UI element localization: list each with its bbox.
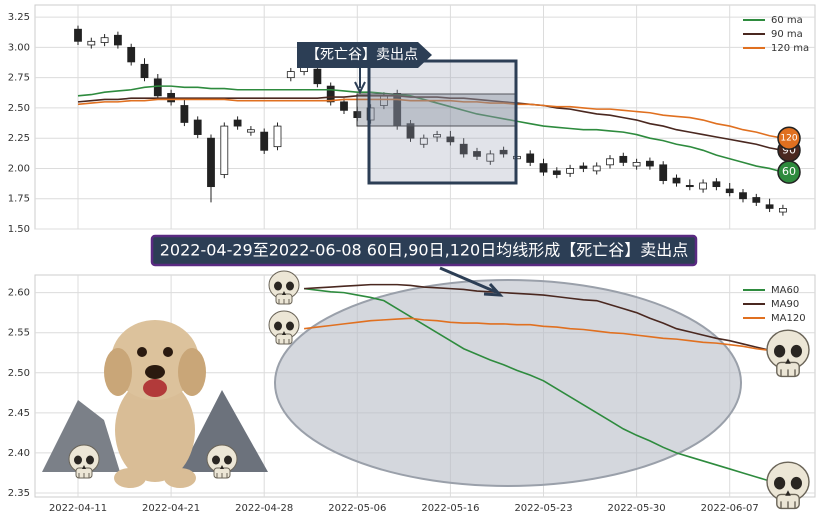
candle-body	[366, 107, 375, 121]
skull	[766, 461, 810, 510]
y-tick-label: 2.50	[8, 103, 30, 114]
rock	[42, 400, 120, 472]
y-tick-label: 2.45	[8, 408, 30, 419]
candle-body	[433, 134, 442, 138]
candle-body	[220, 125, 229, 175]
candle-body	[539, 163, 548, 173]
candle-body	[273, 125, 282, 148]
y-tick-label: 1.50	[8, 224, 30, 235]
legend-label: 90 ma	[771, 29, 803, 40]
candle-body	[140, 63, 149, 79]
candle-body	[74, 28, 82, 42]
candle-body	[286, 71, 295, 79]
chart-title: 2022-04-29至2022-06-08 60日,90日,120日均线形成【死…	[160, 241, 689, 260]
ma-line	[304, 287, 784, 486]
candle-body	[486, 153, 495, 162]
candle-body	[699, 182, 707, 190]
candle-body	[153, 78, 162, 97]
candle-body	[779, 208, 787, 213]
y-tick-label: 2.40	[8, 448, 30, 459]
candle-body	[326, 85, 335, 103]
y-tick-label: 2.00	[8, 163, 30, 174]
candle-body	[619, 155, 628, 163]
candle-body	[632, 162, 641, 167]
candle-body	[526, 153, 535, 163]
candle-body	[552, 170, 561, 175]
candle-body	[592, 165, 601, 172]
highlight-box	[367, 59, 518, 185]
candle-body	[100, 37, 109, 43]
candle-body	[207, 137, 215, 188]
candle-body	[127, 46, 136, 63]
candle-body	[646, 160, 654, 167]
candle-body	[672, 177, 681, 184]
annotation-arrow	[297, 42, 432, 68]
pointer-arrow	[439, 266, 504, 297]
x-tick-label: 2022-04-21	[142, 503, 200, 514]
candle-body	[114, 34, 122, 46]
x-tick-label: 2022-06-07	[701, 503, 759, 514]
y-tick-label: 2.50	[8, 368, 30, 379]
ma-line	[77, 95, 784, 152]
candle-body	[752, 197, 761, 203]
candle-body	[180, 105, 189, 123]
x-tick-label: 2022-04-28	[235, 503, 293, 514]
x-tick-label: 2022-05-06	[328, 503, 386, 514]
pointer-arrow	[354, 68, 366, 95]
end-marker	[777, 126, 801, 150]
y-tick-label: 2.75	[8, 73, 30, 84]
candle-body	[246, 129, 255, 133]
candle-body	[233, 119, 242, 127]
candle-body	[193, 119, 202, 135]
x-tick-label: 2022-04-11	[49, 503, 107, 514]
legend-label: 120 ma	[771, 43, 809, 54]
candle-body	[87, 40, 96, 46]
candle-body	[406, 123, 415, 139]
candle-body	[340, 101, 348, 111]
y-tick-label: 3.00	[8, 42, 30, 53]
ma-line	[304, 283, 784, 354]
y-tick-label: 2.60	[8, 288, 30, 299]
legend-label: 60 ma	[771, 15, 803, 26]
ma-line	[304, 317, 784, 354]
y-tick-label: 2.35	[8, 488, 30, 499]
candle-body	[712, 181, 721, 188]
y-tick-label: 3.25	[8, 12, 30, 23]
x-tick-label: 2022-05-16	[421, 503, 479, 514]
x-tick-label: 2022-05-23	[514, 503, 572, 514]
candle-body	[579, 165, 588, 169]
x-tick-label: 2022-05-30	[608, 503, 666, 514]
end-marker-label: 120	[780, 134, 797, 144]
candle-body	[499, 149, 508, 155]
y-tick-label: 1.75	[8, 194, 30, 205]
ma-line	[77, 98, 784, 139]
candle-body	[459, 143, 468, 155]
candle-body	[566, 168, 574, 174]
dog	[104, 320, 206, 488]
candle-body	[606, 158, 614, 166]
legend-label: MA90	[771, 299, 799, 310]
legend-label: MA120	[771, 313, 806, 324]
illustrations	[42, 270, 810, 510]
candle-body	[419, 137, 428, 145]
y-tick-label: 2.55	[8, 328, 30, 339]
candle-body	[260, 131, 269, 151]
end-marker-label: 60	[782, 165, 796, 178]
legend-label: MA60	[771, 285, 799, 296]
candle-body	[725, 188, 734, 194]
annotation: 【死亡谷】卖出点	[306, 47, 418, 63]
candle-body	[659, 164, 668, 181]
highlight-ellipse	[274, 279, 742, 487]
rock	[180, 390, 268, 472]
candlestick-panel: 1.50 1.75 2.00 2.25 2.50 2.75 3.00 3.25 60 ma 90 …	[8, 4, 816, 235]
title-banner	[150, 234, 698, 267]
candle-body	[313, 68, 322, 85]
candle-body	[765, 204, 774, 209]
candle-body	[473, 151, 481, 157]
y-tick-label: 2.25	[8, 133, 30, 144]
candle-body	[739, 192, 747, 200]
candle-body	[685, 185, 694, 188]
candle-body	[446, 136, 455, 143]
